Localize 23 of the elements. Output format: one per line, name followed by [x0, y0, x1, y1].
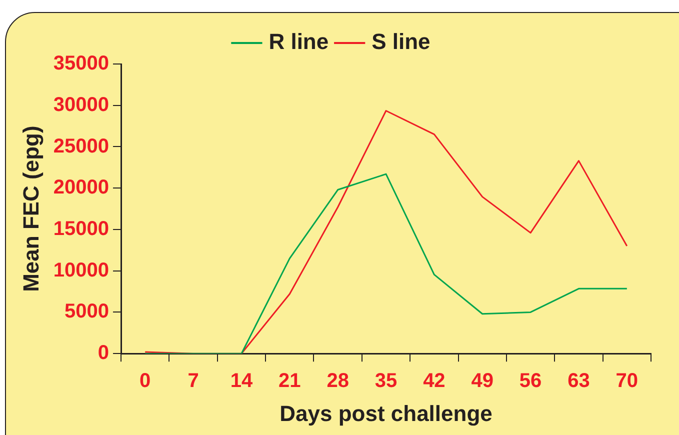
- x-tick-label: 28: [326, 370, 349, 392]
- y-tick-label: 10000: [53, 259, 110, 282]
- legend-label: R line: [268, 29, 329, 54]
- x-axis-title: Days post challenge: [280, 400, 492, 426]
- x-tick-label: 21: [278, 370, 301, 392]
- legend-label: S line: [372, 29, 430, 54]
- y-tick-label: 25000: [53, 135, 110, 158]
- x-tick-label: 35: [374, 370, 398, 392]
- x-tick-label: 42: [423, 370, 446, 392]
- y-tick-label: 30000: [53, 94, 110, 116]
- y-tick-label: 20000: [53, 176, 110, 199]
- x-tick-label: 0: [140, 370, 151, 392]
- x-tick-label: 56: [519, 370, 542, 392]
- y-tick-label: 15000: [53, 218, 110, 240]
- x-tick-label: 49: [471, 370, 494, 392]
- x-tick-label: 14: [230, 370, 254, 392]
- y-tick-label: 0: [98, 342, 110, 364]
- y-axis-title: Mean FEC (epg): [18, 126, 44, 292]
- x-tick-label: 70: [616, 370, 638, 392]
- y-tick-label: 35000: [53, 52, 110, 75]
- y-tick-label: 5000: [64, 300, 110, 323]
- x-tick-label: 63: [568, 370, 590, 392]
- x-tick-label: 7: [188, 370, 199, 392]
